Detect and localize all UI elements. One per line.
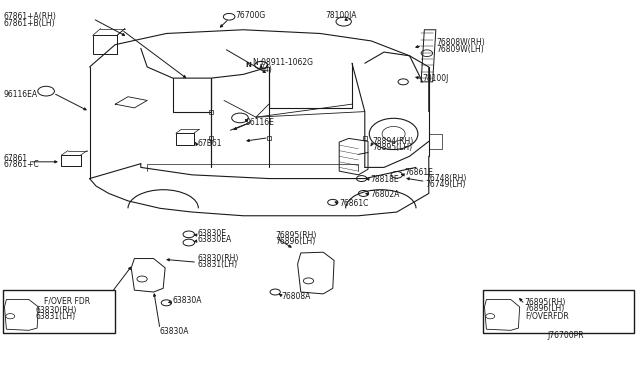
Text: 63830EA: 63830EA [197, 235, 232, 244]
Bar [93, 35, 117, 54]
Text: 76861E: 76861E [404, 169, 433, 177]
Text: 67861+A(RH): 67861+A(RH) [3, 12, 56, 21]
Text: 76749(LH): 76749(LH) [426, 180, 466, 189]
Text: 76808A: 76808A [282, 292, 311, 301]
Text: 63830(RH): 63830(RH) [35, 306, 77, 315]
Text: 67B61: 67B61 [197, 140, 221, 148]
Text: 63831(LH): 63831(LH) [197, 260, 237, 269]
Text: 96116E: 96116E [245, 118, 274, 126]
Text: 78895(LH): 78895(LH) [372, 143, 413, 152]
Text: 78100J: 78100J [422, 74, 449, 83]
Text: 96116EA: 96116EA [3, 90, 37, 99]
Text: 76802A: 76802A [370, 190, 399, 199]
Text: 76700G: 76700G [236, 11, 266, 20]
Text: 76896(LH): 76896(LH) [525, 304, 565, 312]
Text: 67861: 67861 [3, 154, 28, 163]
Bar [3, 290, 115, 333]
Text: 76808W(RH): 76808W(RH) [436, 38, 485, 47]
Text: 76809W(LH): 76809W(LH) [436, 45, 484, 54]
Text: F/OVERFDR: F/OVERFDR [525, 312, 568, 321]
Text: 63830A: 63830A [160, 327, 189, 336]
Bar [61, 155, 81, 166]
Text: 76861C: 76861C [339, 199, 369, 208]
Text: 76748(RH): 76748(RH) [426, 174, 467, 183]
Bar [483, 290, 634, 333]
Text: 76895(RH): 76895(RH) [525, 298, 566, 307]
Text: 63831(LH): 63831(LH) [35, 312, 76, 321]
Text: 63830A: 63830A [173, 296, 202, 305]
Text: (4): (4) [261, 65, 272, 74]
Text: 78894(RH): 78894(RH) [372, 137, 413, 146]
Text: 78818E: 78818E [370, 175, 399, 184]
Text: F/OVER FDR: F/OVER FDR [44, 296, 90, 305]
Text: 78100JA: 78100JA [325, 11, 356, 20]
Text: 67861+C: 67861+C [3, 160, 39, 169]
Text: J76700PR: J76700PR [547, 331, 584, 340]
Text: 63830E: 63830E [197, 229, 226, 238]
Text: N: N [246, 62, 252, 68]
Text: N 08911-1062G: N 08911-1062G [253, 58, 313, 67]
Text: 63830(RH): 63830(RH) [197, 254, 239, 263]
Text: 76895(RH): 76895(RH) [275, 231, 317, 240]
Text: 76896(LH): 76896(LH) [275, 237, 316, 246]
Text: 67861+B(LH): 67861+B(LH) [3, 19, 55, 28]
Bar [176, 133, 194, 145]
